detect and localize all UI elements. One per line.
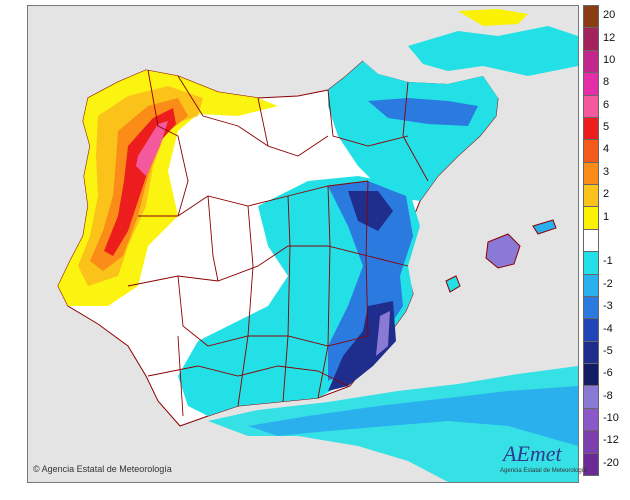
legend-swatch — [583, 385, 599, 409]
warm-anomaly-5 — [136, 121, 168, 176]
copyright-text: Agencia Estatal de Meteorología — [41, 464, 172, 474]
temperature-anomaly-map — [27, 5, 579, 483]
legend-swatch — [583, 116, 599, 141]
province-borders — [127, 69, 429, 417]
aemet-logo-subtitle: Agencia Estatal de Meteorología — [500, 468, 587, 474]
warm-anomaly-4 — [104, 108, 176, 256]
legend-swatch — [583, 94, 599, 118]
legend-swatch — [583, 72, 599, 96]
legend-label: 10 — [603, 53, 616, 66]
cold-anomaly-deep — [348, 191, 393, 231]
island-mallorca — [485, 233, 521, 269]
legend-label: -5 — [603, 344, 613, 357]
legend-swatch — [583, 5, 599, 29]
legend-swatch — [583, 318, 599, 342]
map-legend: 20 12 10 8 6 5 4 3 2 1 -1 -2 -3 -4 -5 -6 -8 -10 -12 -20 — [583, 5, 619, 476]
legend-label: 3 — [603, 165, 610, 178]
legend-swatch — [583, 430, 599, 454]
legend-label: 6 — [603, 98, 610, 111]
sea-anomaly-north — [408, 26, 578, 76]
cold-anomaly-pyrenees — [368, 98, 478, 126]
cold-anomaly-southeast — [328, 301, 396, 391]
legend-swatch — [583, 206, 599, 230]
legend-swatch — [583, 184, 599, 208]
legend-label: 2 — [603, 188, 610, 201]
island-ibiza — [445, 275, 461, 293]
legend-label: -3 — [603, 300, 613, 313]
legend-label: -4 — [603, 322, 613, 335]
legend-swatch — [583, 27, 599, 51]
copyright-notice: © Agencia Estatal de Meteorología — [33, 464, 172, 474]
legend-label: 20 — [603, 9, 616, 22]
legend-swatch — [583, 273, 599, 297]
cold-anomaly-lilac — [376, 311, 390, 356]
legend-label: 1 — [603, 210, 610, 223]
cold-anomaly-north — [328, 61, 498, 201]
legend-label: 12 — [603, 31, 616, 44]
legend-label: -2 — [603, 277, 613, 290]
sea-anomaly-biscay — [458, 9, 528, 26]
sea-anomaly-mediterranean-2 — [248, 386, 578, 446]
legend-swatch — [583, 251, 599, 275]
legend-swatch — [583, 452, 599, 476]
legend-swatch — [583, 363, 599, 387]
legend-swatch — [583, 139, 599, 163]
legend-label: 5 — [603, 121, 610, 134]
legend-swatch — [583, 228, 599, 253]
legend-label: -6 — [603, 367, 613, 380]
legend-swatch — [583, 340, 599, 365]
legend-swatch — [583, 295, 599, 320]
legend-swatch — [583, 161, 599, 186]
legend-label: 4 — [603, 143, 610, 156]
legend-label: 8 — [603, 76, 610, 89]
legend-swatch — [583, 49, 599, 74]
aemet-logo: AEmet — [503, 441, 562, 466]
copyright-icon: © — [33, 464, 40, 474]
legend-label: -1 — [603, 255, 613, 268]
island-menorca — [532, 219, 557, 235]
legend-label: -20 — [603, 456, 619, 469]
cold-anomaly-east — [328, 181, 413, 381]
legend-swatch — [583, 407, 599, 432]
legend-label: -12 — [603, 434, 619, 447]
legend-label: -8 — [603, 389, 613, 402]
map-canvas — [57, 6, 578, 482]
legend-label: -10 — [603, 412, 619, 425]
